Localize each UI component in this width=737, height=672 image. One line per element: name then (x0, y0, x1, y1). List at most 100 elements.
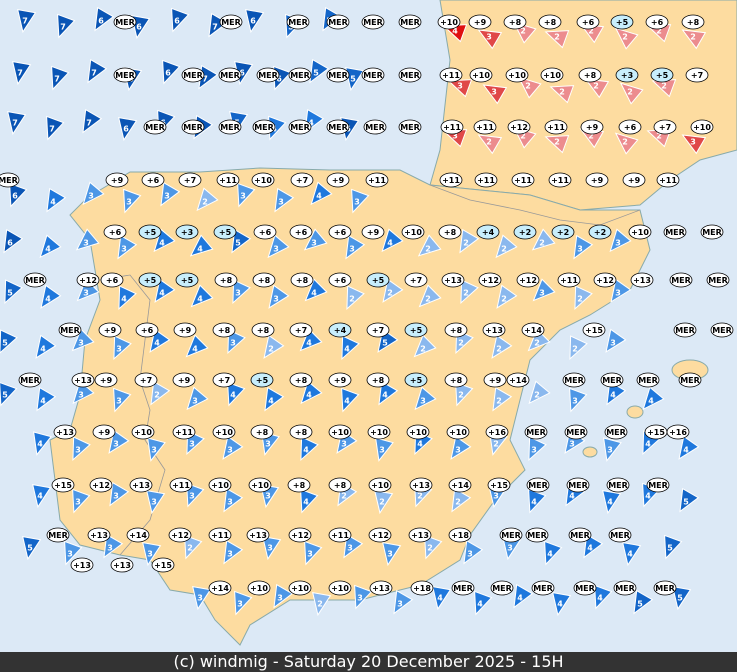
station-badge (366, 372, 390, 388)
wind-symbol: 3 (681, 134, 707, 155)
station-label: MER (680, 376, 700, 385)
wind-symbol: 4 (341, 335, 360, 361)
wind-speed: 4 (306, 339, 312, 348)
wind-speed: 6 (7, 239, 13, 248)
station-badge (524, 424, 548, 440)
station-label: MER (220, 123, 240, 132)
wind-speed: 6 (165, 69, 171, 78)
wind-arrow (304, 278, 328, 302)
station-badge (290, 272, 314, 288)
station-badge (181, 67, 205, 83)
station-badge (580, 119, 604, 135)
station-badge (451, 580, 475, 596)
wind-arrow (0, 329, 18, 355)
station-badge (551, 224, 575, 240)
wind-speed: 6 (250, 17, 256, 26)
station-badge (361, 14, 385, 30)
station-label: +11 (547, 123, 565, 132)
station-label: MER (566, 428, 586, 437)
wind-symbol: 4 (304, 278, 328, 302)
station-label: +10 (134, 428, 152, 437)
station-label: +6 (334, 228, 347, 237)
station-label: +16 (669, 428, 687, 437)
wind-arrow (232, 279, 251, 305)
wind-symbol: 2 (451, 487, 472, 513)
wind-speed: 4 (531, 498, 537, 507)
station-badge (326, 14, 350, 30)
wind-arrow (117, 234, 138, 260)
wind-arrow (312, 591, 332, 617)
wind-symbol: 3 (142, 541, 162, 567)
wind-speed: 4 (645, 492, 651, 501)
wind-symbol: 4 (642, 386, 665, 411)
wind-symbol: 2 (263, 334, 285, 359)
wind-speed: 3 (572, 397, 578, 406)
station-badge (135, 322, 159, 338)
station-badge (578, 67, 602, 83)
wind-symbol: 3 (192, 585, 212, 611)
wind-arrow (413, 334, 437, 358)
station-label: +13 (372, 584, 390, 593)
wind-symbol: 4 (190, 284, 214, 308)
station-badge (606, 477, 630, 493)
station-label: MER (638, 376, 658, 385)
station-badge (0, 172, 20, 188)
station-badge (600, 372, 624, 388)
wind-arrow (544, 135, 570, 154)
wind-arrow (51, 65, 70, 91)
wind-speed: 4 (311, 289, 317, 298)
station-badge (398, 14, 422, 30)
wind-arrow (154, 278, 176, 303)
station-badge (131, 424, 155, 440)
station-badge (286, 14, 310, 30)
station-label: +9 (628, 176, 641, 185)
wind-speed: 3 (78, 391, 84, 400)
wind-symbol: 2 (492, 386, 513, 412)
station-badge (474, 172, 498, 188)
station-badge (250, 424, 274, 440)
wind-speed: 3 (107, 544, 113, 553)
station-label: +9 (98, 428, 111, 437)
station-badge (608, 527, 632, 543)
wind-symbol: 5 (664, 534, 683, 560)
wind-symbol: 3 (222, 435, 244, 460)
wind-symbol: 2 (574, 285, 593, 311)
wind-symbol: 5 (679, 487, 700, 513)
station-label: +11 (172, 481, 190, 490)
station-badge (478, 272, 502, 288)
wind-speed: 2 (417, 492, 423, 501)
wind-arrow (273, 583, 294, 609)
wind-symbol: 4 (432, 585, 452, 611)
wind-symbol: 3 (223, 487, 244, 513)
wind-arrow (267, 234, 290, 259)
station-badge (366, 322, 390, 338)
border (429, 184, 641, 226)
wind-arrow (351, 188, 370, 214)
station-label: +10 (508, 71, 526, 80)
station-label: MER (145, 123, 165, 132)
station-badge (398, 67, 422, 83)
wind-symbol: 7 (82, 108, 103, 134)
wind-symbol: 4 (118, 285, 137, 311)
wind-arrow (614, 27, 639, 50)
wind-speed: 2 (420, 345, 426, 354)
station-label: MER (610, 531, 630, 540)
wind-symbol: 3 (354, 584, 373, 610)
wind-speed: 5 (637, 600, 643, 609)
wind-arrow (57, 13, 76, 39)
station-badge (653, 119, 677, 135)
station-label: +12 (92, 481, 110, 490)
wind-symbol: 4 (185, 334, 209, 358)
wind-arrow (237, 182, 256, 208)
station-badge (89, 477, 113, 493)
wind-symbol: 7 (17, 8, 37, 34)
wind-speed: 4 (557, 600, 563, 609)
wind-speed: 3 (75, 498, 81, 507)
station-badge (218, 119, 242, 135)
wind-symbol: 4 (300, 436, 319, 462)
wind-speed: 2 (572, 345, 578, 354)
station-label: +5 (256, 376, 269, 385)
wind-speed: 2 (496, 397, 502, 406)
station-label: +12 (510, 123, 528, 132)
wind-symbol: 2 (527, 328, 551, 352)
